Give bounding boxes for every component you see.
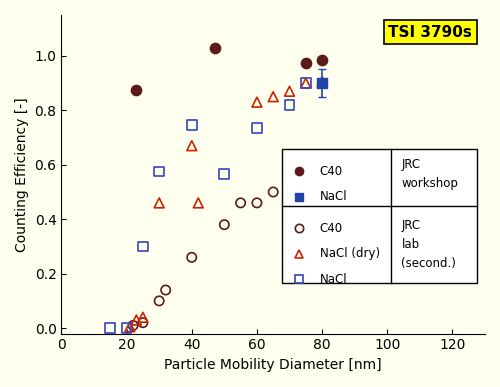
Point [302,60,310,66]
Point [318,80,326,86]
Text: lab: lab [402,238,419,251]
Point [139,243,147,250]
X-axis label: Particle Mobility Diameter [nm]: Particle Mobility Diameter [nm] [164,358,382,372]
Text: (second.): (second.) [402,257,456,270]
Point [126,324,134,330]
Text: NaCl: NaCl [320,273,347,286]
Point [318,79,326,85]
Point [220,171,228,177]
Point [210,45,218,51]
Point [122,325,130,331]
Point [132,317,140,323]
Point [253,99,261,105]
Point [132,87,140,93]
Point [236,200,244,206]
Point [302,80,310,86]
Point [155,200,163,206]
Point [155,168,163,175]
Text: workshop: workshop [402,177,458,190]
Point [194,200,202,206]
Point [188,122,196,128]
Point [220,222,228,228]
Point [302,80,310,86]
Text: C40: C40 [320,164,343,178]
Text: NaCl (dry): NaCl (dry) [320,247,380,260]
Text: TSI 3790s: TSI 3790s [388,24,472,39]
Point [318,57,326,63]
Point [253,200,261,206]
Y-axis label: Counting Efficiency [-]: Counting Efficiency [-] [15,97,29,252]
Point [188,254,196,260]
Point [129,322,137,329]
Point [286,88,294,94]
Point [155,298,163,304]
Point [286,183,294,190]
Point [139,314,147,320]
Text: C40: C40 [320,222,343,235]
Point [253,125,261,131]
Point [139,320,147,326]
Text: JRC: JRC [402,158,420,171]
Point [269,94,277,100]
Point [269,189,277,195]
Point [106,325,114,331]
FancyBboxPatch shape [282,149,476,283]
Point [188,142,196,149]
Text: NaCl: NaCl [320,190,347,203]
Point [286,102,294,108]
Point [162,287,170,293]
Text: JRC: JRC [402,219,420,232]
